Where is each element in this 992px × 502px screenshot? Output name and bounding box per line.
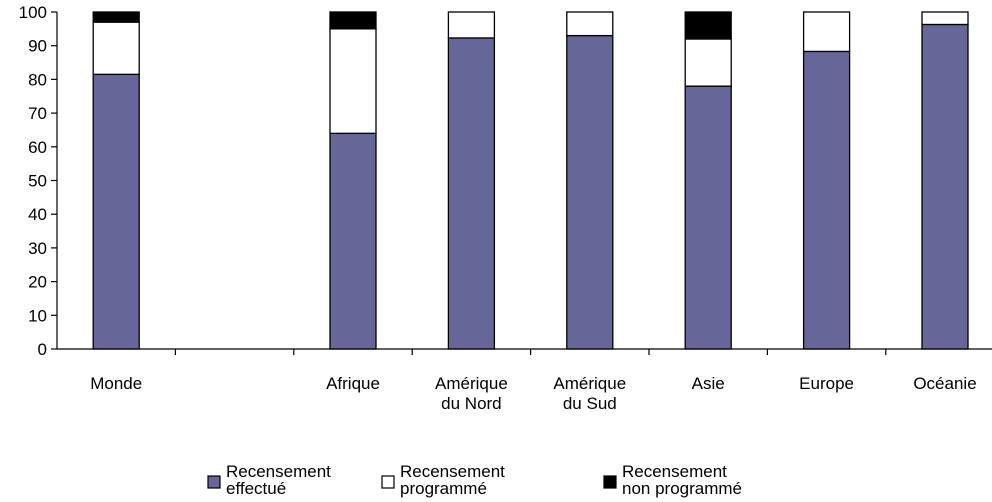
x-category-label: du Sud: [563, 394, 617, 413]
bar-segment: [684, 38, 732, 87]
chart-axes: [56, 12, 992, 355]
legend-label: Recensement: [622, 462, 727, 481]
bar-segment: [802, 50, 851, 350]
x-category-label: Amérique: [553, 374, 626, 393]
bar-segment: [684, 85, 732, 350]
x-category-label: Amérique: [435, 374, 508, 393]
legend-label: Recensement: [400, 462, 505, 481]
bar-segment: [684, 11, 732, 40]
chart-bars: [92, 11, 969, 350]
y-tick-label: 0: [38, 340, 47, 359]
x-category-label: du Nord: [441, 394, 501, 413]
legend-swatch: [603, 475, 617, 489]
bar-segment: [921, 23, 969, 350]
y-tick-label: 100: [19, 3, 47, 22]
x-category-label: Monde: [90, 374, 142, 393]
bar-segment: [92, 73, 140, 350]
bar-segment: [447, 11, 496, 39]
y-tick-label: 20: [28, 273, 47, 292]
legend-label: effectué: [226, 479, 286, 498]
x-category-label: Afrique: [326, 374, 380, 393]
legend-label: Recensement: [226, 462, 331, 481]
bar-segment: [566, 34, 614, 350]
bar-segment: [802, 11, 851, 53]
chart-legend: RecensementeffectuéRecensementprogramméR…: [207, 462, 742, 498]
y-tick-label: 30: [28, 239, 47, 258]
y-tick-label: 50: [28, 172, 47, 191]
y-tick-label: 70: [28, 104, 47, 123]
y-tick-label: 80: [28, 70, 47, 89]
y-tick-label: 10: [28, 306, 47, 325]
y-axis-ticks: 0 10 20 30 40 50 60 70 80 90 100: [19, 3, 57, 359]
x-category-label: Europe: [799, 374, 854, 393]
bar-segment: [566, 11, 614, 37]
bar-segment: [329, 132, 377, 350]
bar-segment: [329, 11, 377, 30]
bar-segment: [92, 11, 140, 23]
x-category-label: Asie: [692, 374, 725, 393]
legend-label: programmé: [400, 479, 487, 498]
bar-segment: [447, 37, 496, 350]
bar-segment: [921, 11, 969, 26]
legend-label: non programmé: [622, 479, 742, 498]
legend-swatch: [207, 475, 221, 489]
y-tick-label: 90: [28, 37, 47, 56]
legend-swatch: [381, 475, 395, 489]
y-tick-label: 40: [28, 205, 47, 224]
y-tick-label: 60: [28, 138, 47, 157]
x-category-label: Océanie: [913, 374, 976, 393]
bar-segment: [92, 21, 140, 75]
bar-segment: [329, 28, 377, 134]
